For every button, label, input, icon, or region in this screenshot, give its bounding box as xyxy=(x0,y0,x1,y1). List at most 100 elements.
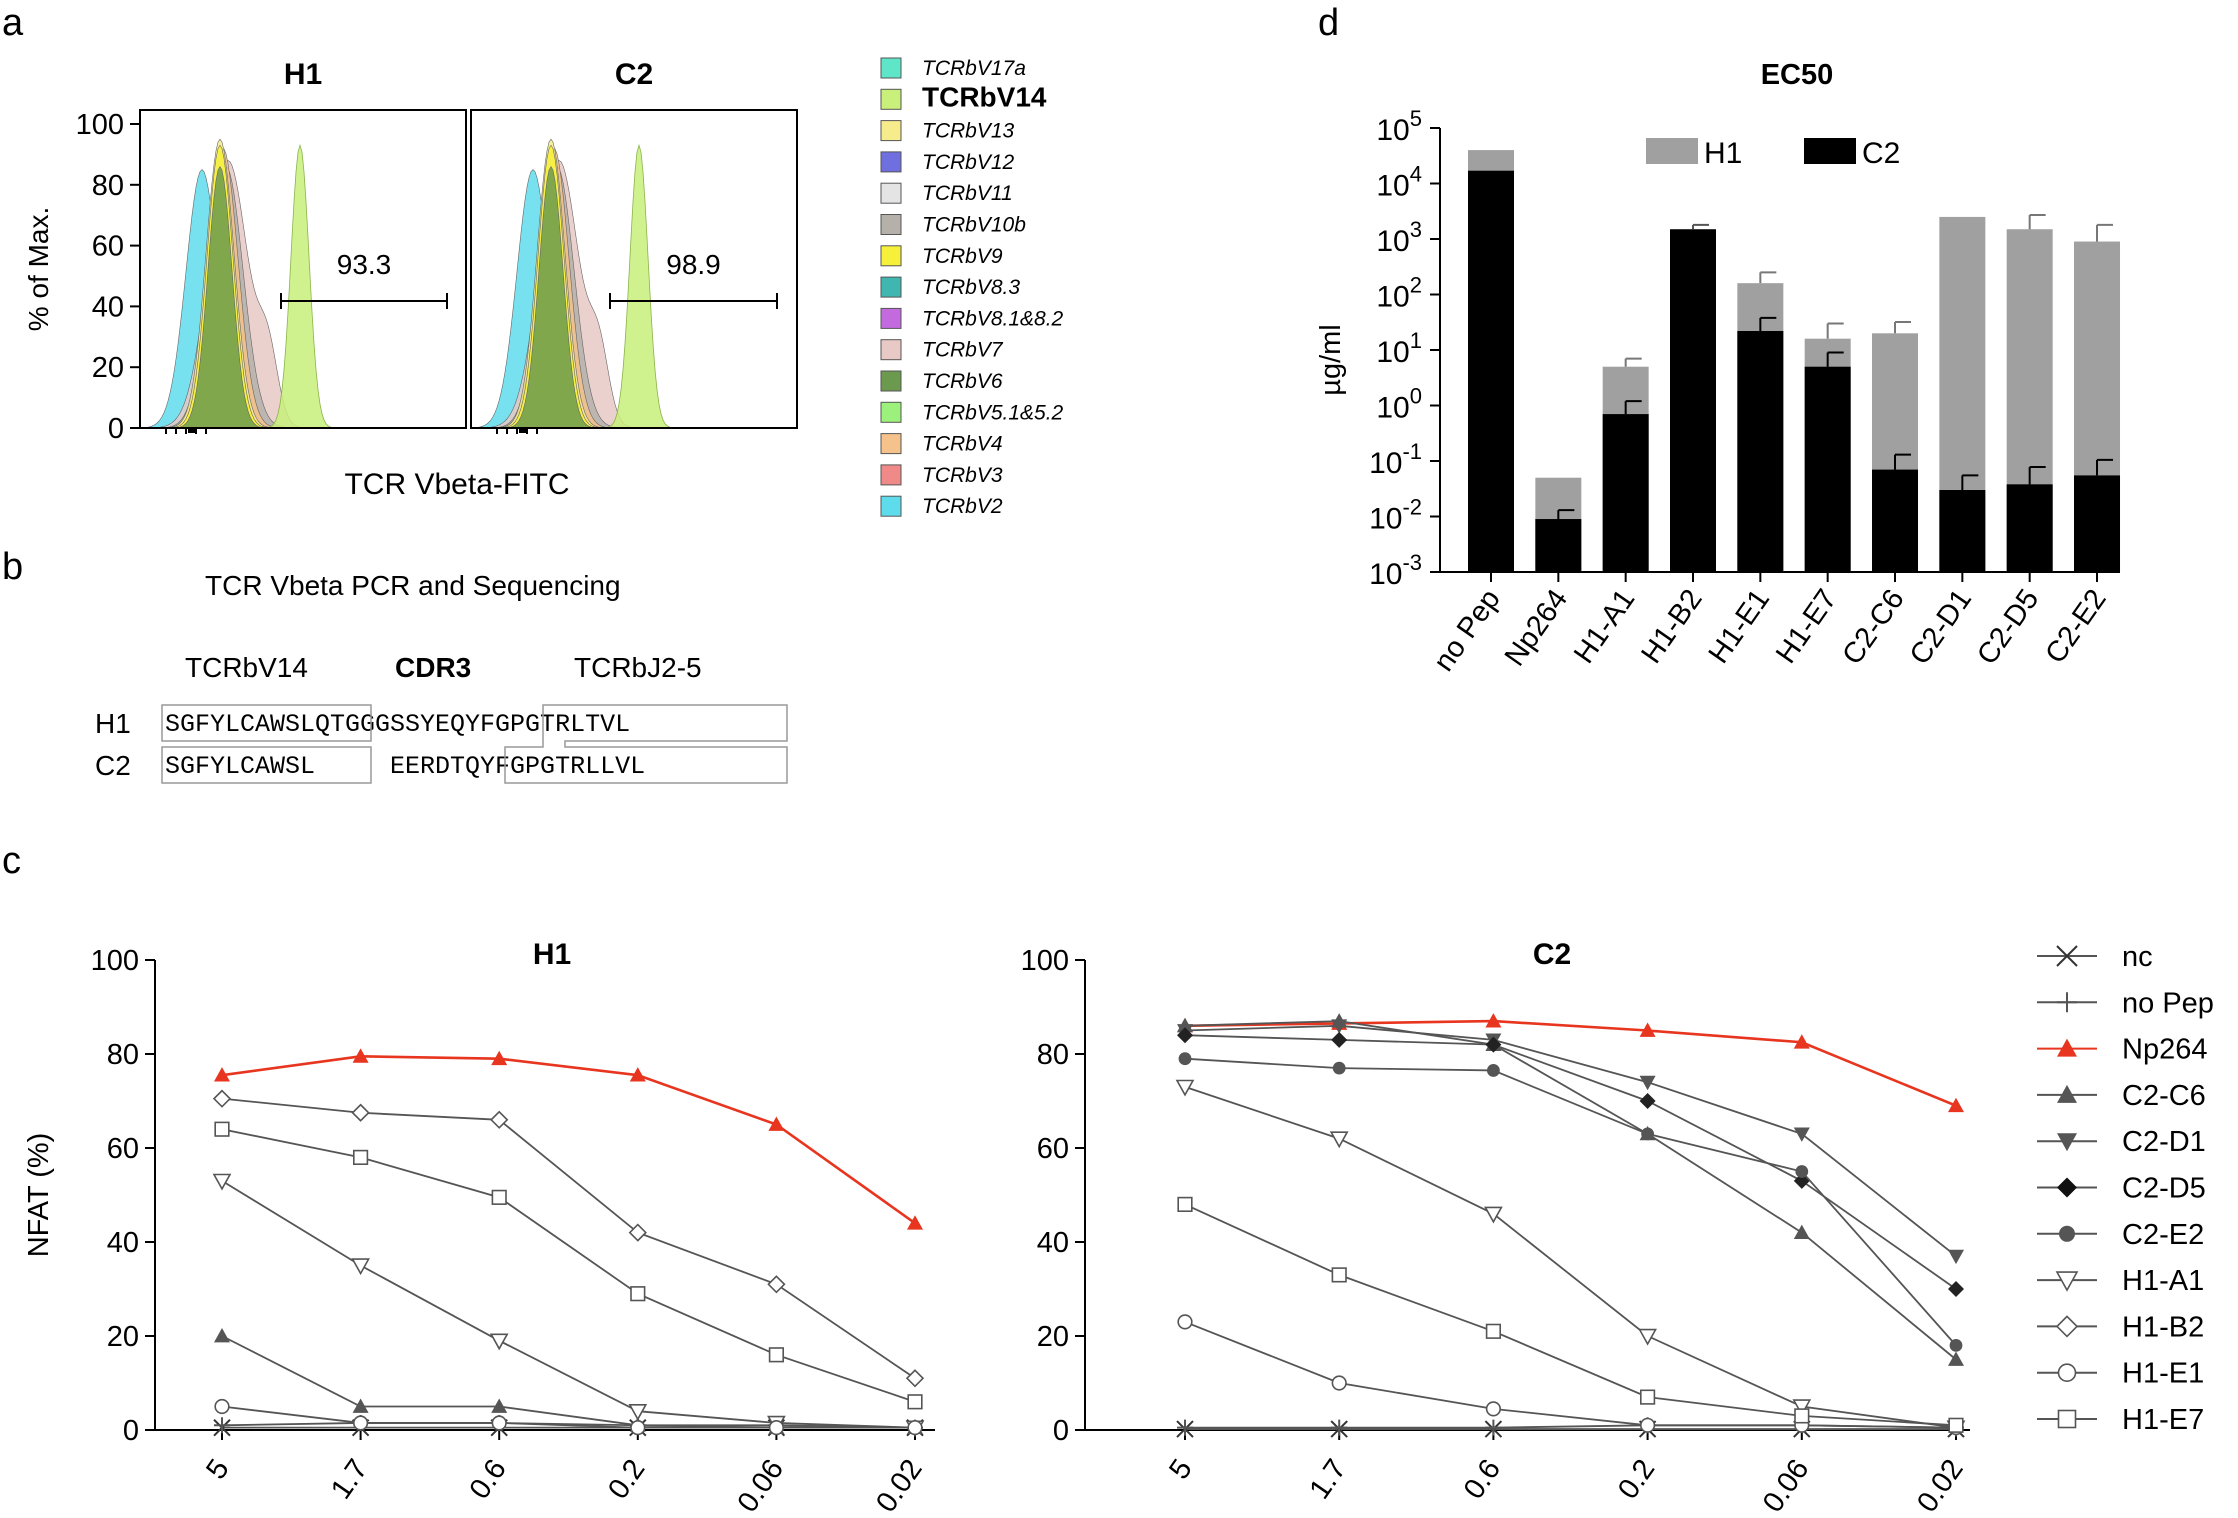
point-C2-C6 xyxy=(214,1328,230,1343)
x-tick-label: 0.6 xyxy=(1458,1454,1507,1505)
legend-swatch-TCRbV11 xyxy=(880,182,902,204)
bar-group-H1-B2 xyxy=(1670,223,1717,572)
point-Np264 xyxy=(768,1116,785,1131)
point-C2-E2 xyxy=(1795,1165,1809,1178)
point-Np264 xyxy=(214,1067,230,1082)
y-tick-label: 20 xyxy=(1037,1321,1069,1353)
bar-group-C2-C6 xyxy=(1872,320,1919,572)
legend-label: C2 xyxy=(1862,137,1900,170)
y-axis-label: µg/ml xyxy=(1315,324,1347,396)
series-line-C2-E2 xyxy=(1184,1057,1957,1346)
legend-swatch-TCRbV3 xyxy=(880,464,902,486)
point-no Pep xyxy=(1485,1419,1502,1436)
x-tick-label: H1-A1 xyxy=(1568,584,1641,670)
x-tick-label: 0.06 xyxy=(1757,1454,1816,1518)
point-H1-A1 xyxy=(1329,1131,1349,1149)
point-H1-E1 xyxy=(1639,1417,1656,1433)
series-line-Np264 xyxy=(1184,1019,1957,1107)
sequence-boxes xyxy=(161,704,788,784)
point-H1-A1 xyxy=(351,1258,370,1276)
bar-C2-H1-E1 xyxy=(1737,330,1784,572)
y-tick-label: 0 xyxy=(108,413,124,445)
point-H1-A1 xyxy=(1175,1079,1195,1097)
series-line-C2-D5 xyxy=(1184,1034,1957,1290)
error-bar-C2-C2-E2 xyxy=(2096,458,2114,476)
legend-label: C2-D5 xyxy=(2122,1173,2206,1205)
point-H1-E7 xyxy=(1794,1408,1810,1424)
y-axis-label: NFAT (%) xyxy=(23,1133,55,1258)
legend-swatch-TCRbV12 xyxy=(880,151,902,173)
point-H1-E1 xyxy=(1177,1314,1193,1330)
legend-swatch-TCRbV9 xyxy=(880,245,902,267)
bar-group-C2-E2 xyxy=(2074,223,2121,572)
seq-row-name-c2: C2 xyxy=(95,750,131,781)
legend-label: TCRbV12 xyxy=(922,151,1015,174)
y-tick-label: 80 xyxy=(92,170,124,202)
legend-marker-C2-C6 xyxy=(2057,1084,2077,1103)
legend-label: C2-C6 xyxy=(2122,1080,2206,1112)
legend-label: TCRbV4 xyxy=(922,433,1003,456)
legend-label: TCRbV3 xyxy=(922,464,1003,487)
legend-label: TCRbV10b xyxy=(922,214,1026,237)
legend-swatch-TCRbV13 xyxy=(880,120,902,142)
bar-C2-Np264 xyxy=(1535,519,1582,572)
point-Np264 xyxy=(1485,1013,1502,1028)
chart-title: EC50 xyxy=(1761,59,1834,91)
x-tick-label: 0.06 xyxy=(732,1454,791,1518)
error-bar-H1-C2-E2 xyxy=(2096,223,2114,242)
y-tick-label: 102 xyxy=(1376,273,1422,314)
point-C2-D1 xyxy=(1793,1127,1810,1142)
point-H1-A1 xyxy=(628,1404,648,1421)
panel-label-d: d xyxy=(1318,2,1340,44)
legend-label: Np264 xyxy=(2122,1034,2207,1066)
x-tick-label: C2-E2 xyxy=(2039,584,2112,670)
gate-value: 93.3 xyxy=(337,249,392,280)
y-tick-label: 105 xyxy=(1376,106,1422,147)
point-C2-E2 xyxy=(1332,1061,1346,1075)
series-line-C2-C6 xyxy=(221,1335,915,1429)
panel-label-b: b xyxy=(2,546,24,588)
point-H1-E1 xyxy=(907,1420,923,1436)
error-bar-C2-C2-D1 xyxy=(1961,474,1979,491)
error-bar-H1-C2-D5 xyxy=(2028,214,2046,230)
bar-group-C2-D1 xyxy=(1939,216,1986,573)
series-H1-E7 xyxy=(1177,1196,1964,1433)
point-C2-C6 xyxy=(1948,1351,1964,1366)
point-H1-E1 xyxy=(768,1420,785,1436)
error-bar-C2-C2-D5 xyxy=(2028,465,2046,485)
bar-group-no Pep xyxy=(1468,150,1514,572)
y-tick-label: 60 xyxy=(1037,1133,1069,1165)
y-tick-label: 40 xyxy=(92,291,124,323)
y-axis-label: % of Max. xyxy=(23,207,54,331)
series-line-H1-B2 xyxy=(221,1097,916,1380)
legend-swatch-TCRbV8.1&8.2 xyxy=(880,307,902,329)
point-H1-A1 xyxy=(1484,1206,1503,1224)
bar-C2-C2-C6 xyxy=(1872,469,1919,572)
point-C2-E2 xyxy=(1641,1127,1654,1141)
point-H1-E7 xyxy=(352,1149,369,1166)
point-no Pep xyxy=(214,1417,230,1434)
legend-label: TCRbV11 xyxy=(922,182,1013,205)
point-C2-D5 xyxy=(1177,1027,1193,1044)
x-tick-label: H1-B2 xyxy=(1635,584,1708,670)
series-nc xyxy=(1176,1420,1965,1438)
legend-label: H1-E1 xyxy=(2122,1358,2204,1390)
point-H1-E1 xyxy=(214,1398,230,1415)
legend-label: TCRbV9 xyxy=(922,245,1003,268)
series-line-H1-E1 xyxy=(221,1405,915,1429)
bar-C2-no Pep xyxy=(1468,170,1514,572)
y-tick-label: 100 xyxy=(76,109,124,141)
x-tick-label: 0.6 xyxy=(464,1454,513,1505)
point-C2-D5 xyxy=(1485,1036,1502,1053)
gate-bar xyxy=(609,293,778,309)
x-tick-label: 0.2 xyxy=(602,1454,651,1505)
legend-label: H1-A1 xyxy=(2122,1265,2204,1297)
point-C2-E2 xyxy=(1487,1064,1500,1077)
point-C2-D1 xyxy=(1639,1075,1656,1091)
series-H1-E1 xyxy=(214,1398,923,1436)
legend-marker-H1-A1 xyxy=(2055,1271,2079,1292)
series-line-H1-E7 xyxy=(1184,1203,1957,1427)
y-tick-label: 10-3 xyxy=(1369,550,1422,591)
legend-marker-no Pep xyxy=(2057,992,2077,1013)
series-line-H1-E1 xyxy=(1184,1321,1957,1429)
